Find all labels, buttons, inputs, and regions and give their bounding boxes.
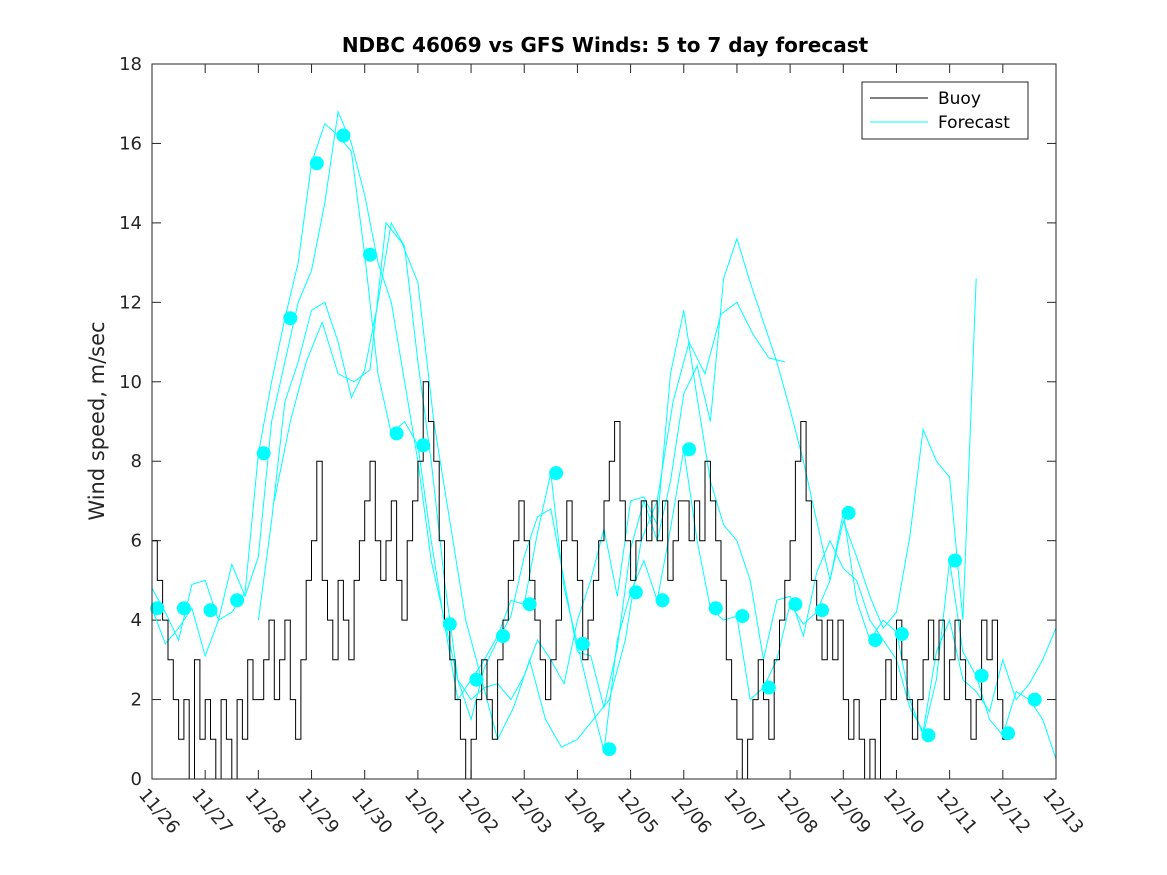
y-tick-label-1: 2 [131,690,142,711]
forecast-marker-5 [283,311,298,326]
y-tick-label-3: 6 [131,531,142,552]
forecast-marker-10 [416,438,431,453]
x-tick-label-16: 12/12 [985,785,1034,838]
forecast-marker-26 [841,505,856,520]
forecast-marker-15 [549,466,564,481]
y-tick-label-0: 0 [131,769,142,790]
y-tick-label-6: 12 [119,292,142,313]
y-axis-label: Wind speed, m/sec [85,321,109,520]
forecast-line-4 [273,221,785,748]
y-tick-label-8: 16 [119,133,142,154]
forecast-marker-8 [363,247,377,262]
chart-title: NDBC 46069 vs GFS Winds: 5 to 7 day fore… [342,33,869,57]
buoy-line [152,381,1009,779]
x-tick-label-4: 11/30 [347,785,396,838]
forecast-marker-13 [496,629,510,643]
plot-frame [151,63,1057,780]
x-tick-label-13: 12/09 [825,785,874,838]
forecast-marker-1 [176,601,191,616]
legend-buoy-label: Buoy [938,89,981,109]
x-tick-label-3: 11/29 [294,785,343,838]
forecast-marker-20 [682,442,697,457]
x-tick-label-15: 12/11 [932,785,981,838]
x-tick-label-7: 12/03 [506,785,555,838]
forecast-marker-31 [974,668,989,683]
x-tick-label-8: 12/04 [560,785,609,838]
x-tick-labels: 11/26 11/27 11/28 11/29 11/30 12/01 12/02 12/03… [134,785,1087,838]
x-tick-label-9: 12/05 [613,785,662,838]
forecast-marker-33 [1027,692,1042,707]
forecast-marker-7 [336,128,351,143]
forecast-marker-28 [894,627,909,641]
forecast-marker-11 [442,617,457,632]
legend-forecast-label: Forecast [938,113,1010,133]
forecast-marker-17 [602,742,617,757]
x-tick-label-11: 12/07 [719,785,768,838]
forecast-marker-24 [788,597,803,612]
x-tick-label-10: 12/06 [666,785,715,838]
y-tick-label-9: 18 [119,54,142,75]
forecast-marker-22 [735,609,750,624]
x-tick-label-1: 11/27 [187,785,236,838]
y-tick-label-5: 10 [119,372,142,393]
forecast-marker-16 [575,636,590,651]
forecast-marker-3 [230,593,245,608]
forecast-marker-14 [522,597,537,612]
x-tick-label-2: 11/28 [241,785,290,838]
forecast-marker-18 [628,585,643,600]
forecast-marker-19 [655,593,670,608]
forecast-marker-29 [921,728,936,743]
x-tick-label-12: 12/08 [772,785,821,838]
forecast-line-3 [257,221,977,722]
forecast-marker-27 [868,633,883,647]
plot-area [152,64,1056,779]
forecast-marker-12 [469,672,484,687]
legend-box [861,81,1029,140]
y-tick-label-4: 8 [131,451,142,472]
forecast-marker-23 [761,680,776,695]
y-tick-label-7: 14 [119,213,142,234]
x-tick-label-0: 11/26 [134,785,183,838]
forecast-marker-32 [1001,726,1016,741]
forecast-marker-6 [309,156,324,171]
y-tick-label-2: 4 [131,610,142,631]
forecast-marker-4 [256,446,271,461]
forecast-marker-21 [708,601,723,616]
forecast-marker-30 [948,553,962,568]
y-tick-labels: 0 2 4 6 8 10 12 14 16 18 [119,54,142,790]
x-tick-label-5: 12/01 [400,785,449,838]
marker-layer [150,128,1042,757]
x-tick-label-17: 12/13 [1038,785,1087,838]
x-tick-label-14: 12/10 [879,785,928,838]
x-tick-label-6: 12/02 [453,785,502,838]
legend: Buoy Forecast [861,81,1029,140]
forecast-marker-2 [203,603,218,618]
forecast-marker-9 [389,426,404,441]
forecast-marker-25 [815,603,829,618]
forecast-marker-0 [150,601,165,616]
